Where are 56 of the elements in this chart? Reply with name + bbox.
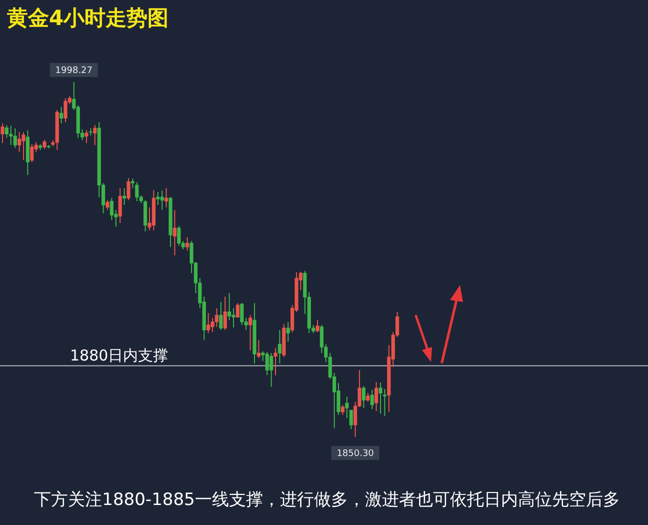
candlestick [345,396,349,419]
candlestick [4,124,8,138]
candlestick [164,188,168,208]
candlestick [349,410,353,430]
candlestick [274,347,278,376]
chart-title: 黄金4小时走势图 [6,6,169,30]
candlestick [374,382,378,412]
candlestick [9,125,13,146]
candlestick [118,188,122,224]
candlestick [84,130,88,144]
candlestick [236,302,240,318]
annotation: 1998.27 [55,66,93,76]
candlestick [256,340,260,359]
annotation: 1850.30 [336,449,374,459]
candlestick [110,197,114,221]
candlestick [240,302,244,326]
candlestick [106,200,110,210]
candlestick [172,210,176,256]
candlestick [362,386,366,408]
candlestick [278,330,282,364]
candlestick [214,308,218,328]
candlestick [378,382,382,414]
candlestick [18,132,22,153]
candlestick [156,192,160,206]
candlestick [144,200,148,232]
candlestick [340,404,344,416]
candlestick [382,388,386,417]
candlestick [206,312,210,334]
ref-line-label: 1880日内支撑 [70,346,168,365]
candlestick [370,389,374,410]
candlestick [64,98,68,123]
candlestick [93,124,97,146]
candlestick [160,190,164,210]
candlestick [248,314,252,351]
candlestick [30,144,34,163]
candlestick [265,352,269,376]
candlestick [228,292,232,321]
candlestick [42,139,46,150]
candlestick [223,296,227,330]
text: 下方关注1880-1885一线支撑，进行做多，激进者也可依托日内高位先空后多 [34,490,620,510]
candlestick [126,178,130,201]
candlestick [130,178,134,189]
candlestick [122,188,126,206]
candlestick [320,324,324,354]
candlestick [0,122,4,144]
candlestick [13,128,17,148]
candlestick [286,321,290,342]
candlestick [186,236,190,252]
candlestick [270,352,274,388]
candlestick [177,226,181,246]
candlestick [135,182,139,202]
candlestick [22,132,26,161]
candlestick [60,106,64,124]
candlestick [88,128,92,136]
candlestick [219,301,223,330]
candlestick [316,320,320,333]
